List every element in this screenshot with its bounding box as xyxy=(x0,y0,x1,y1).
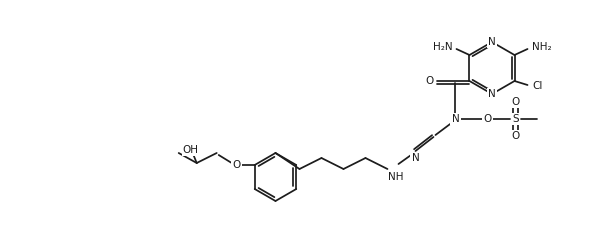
Text: N: N xyxy=(488,89,496,99)
Text: H₂N: H₂N xyxy=(433,42,453,52)
Text: N: N xyxy=(411,153,419,163)
Text: O: O xyxy=(233,160,241,170)
Text: NH: NH xyxy=(387,172,403,182)
Text: N: N xyxy=(452,114,459,124)
Text: O: O xyxy=(511,97,519,107)
Text: O: O xyxy=(483,114,492,124)
Text: OH: OH xyxy=(183,145,199,155)
Text: N: N xyxy=(488,37,496,47)
Text: O: O xyxy=(511,131,519,141)
Text: NH₂: NH₂ xyxy=(532,42,551,52)
Text: O: O xyxy=(426,76,433,86)
Text: S: S xyxy=(512,114,519,124)
Text: Cl: Cl xyxy=(532,81,543,91)
